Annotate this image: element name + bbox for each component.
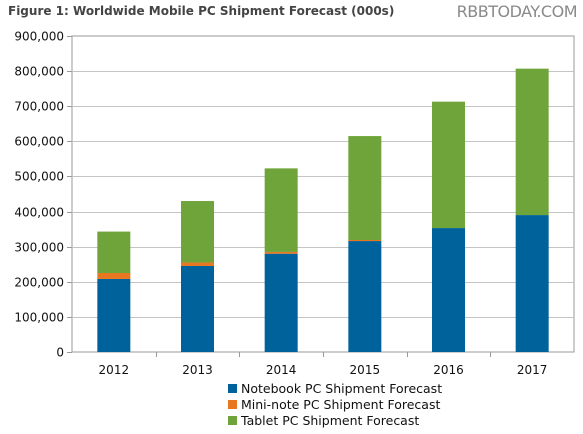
x-tick-label: 2014 [266, 363, 297, 377]
bar-notebook-2012 [97, 278, 131, 352]
legend-item-notebook: Notebook PC Shipment Forecast [228, 380, 442, 396]
bar-mini-note-2013 [181, 262, 214, 266]
bar-notebook-2014 [264, 253, 298, 352]
y-tick-label: 300,000 [14, 241, 64, 255]
bar-notebook-2013 [181, 265, 214, 352]
y-tick-label: 0 [56, 346, 64, 360]
legend-item-mini-note: Mini-note PC Shipment Forecast [228, 396, 442, 412]
legend-item-tablet: Tablet PC Shipment Forecast [228, 412, 442, 428]
bar-notebook-2017 [515, 215, 549, 352]
plot-area [71, 35, 575, 353]
bar-tablet-2012 [97, 231, 131, 273]
chart-title: Figure 1: Worldwide Mobile PC Shipment F… [8, 4, 395, 18]
y-tick-label: 200,000 [14, 276, 64, 290]
legend-swatch-tablet [228, 415, 237, 425]
bar-mini-note-2014 [264, 251, 298, 254]
bar-tablet-2017 [515, 68, 549, 216]
y-tick-label: 100,000 [14, 311, 64, 325]
legend-swatch-notebook [228, 383, 237, 393]
y-tick-label: 900,000 [14, 30, 64, 44]
legend-label-mini-note: Mini-note PC Shipment Forecast [241, 396, 441, 412]
legend-label-notebook: Notebook PC Shipment Forecast [241, 380, 443, 396]
bar-notebook-2015 [348, 241, 382, 352]
legend: Notebook PC Shipment Forecast Mini-note … [228, 380, 442, 428]
watermark: RBBTODAY.COM [456, 2, 578, 21]
y-tick-label: 400,000 [14, 206, 64, 220]
x-tick-label: 2016 [433, 363, 464, 377]
x-tick-label: 2017 [517, 363, 548, 377]
legend-swatch-mini-note [228, 399, 237, 409]
x-tick-label: 2015 [350, 363, 381, 377]
y-tick-label: 800,000 [14, 65, 64, 79]
y-tick-label: 600,000 [14, 135, 64, 149]
bar-tablet-2013 [181, 201, 214, 263]
y-tick-label: 500,000 [14, 170, 64, 184]
legend-label-tablet: Tablet PC Shipment Forecast [241, 412, 420, 428]
x-tick-label: 2012 [99, 363, 130, 377]
bar-tablet-2016 [432, 101, 465, 229]
bar-tablet-2015 [348, 136, 382, 240]
bar-tablet-2014 [264, 168, 298, 252]
x-tick-label: 2013 [182, 363, 213, 377]
y-tick-label: 700,000 [14, 100, 64, 114]
bar-notebook-2016 [432, 228, 465, 352]
bar-mini-note-2015 [348, 239, 382, 242]
bar-mini-note-2012 [97, 273, 131, 279]
